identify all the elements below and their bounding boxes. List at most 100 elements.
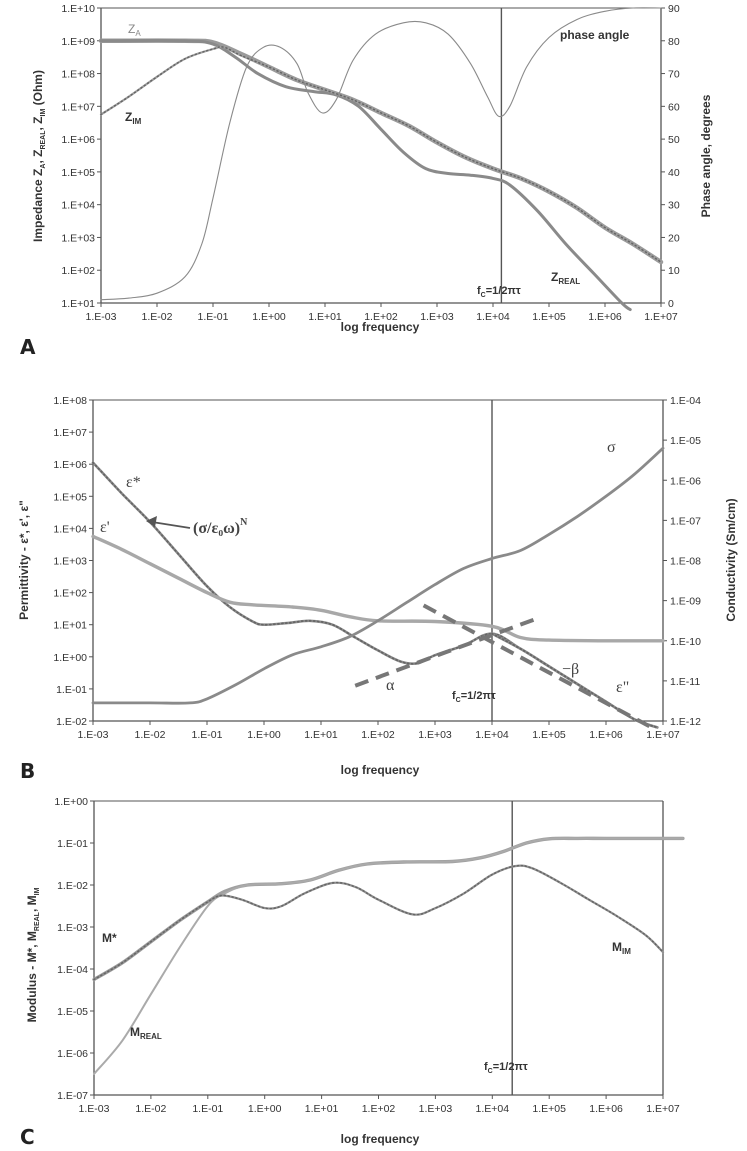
y-tick-label: 1.E+02 [53,588,87,600]
y-tick-label: 1.E-03 [57,922,88,934]
x-tick-label: 1.E-03 [78,729,109,741]
label-main: Z [551,270,558,284]
y-tick-label: 1.E+07 [53,427,87,439]
y-tick-label: 1.E-07 [57,1090,88,1102]
ylabel-part: , Z [31,116,45,130]
x-tick-label: 1.E+02 [364,311,398,323]
y2-tick-label: 60 [668,101,680,113]
y-tick-label: 1.E+04 [53,523,87,535]
label-fc-a: fC=1/2πτ [477,285,521,299]
panel-a-y-axis-label: Impedance ZA, ZREAL, ZIM (Ohm) [31,70,47,242]
x-tick-label: 1.E+03 [418,729,452,741]
x-tick-label: 1.E-02 [142,311,173,323]
ylabel-sub: REAL [40,130,47,150]
y-tick-label: 1.E-01 [56,684,87,696]
y-tick-label: 1.E+03 [53,556,87,568]
y-tick-label: 1.E+08 [53,395,87,407]
series-alpha-fit-line [354,616,539,688]
y2-tick-label: 1.E-04 [670,395,701,407]
y2-tick-label: 1.E-09 [670,596,701,608]
panel-a-x-axis-label: log frequency [341,320,420,334]
panel-b-y2-axis-label: Conductivity (Sm/cm) [724,498,738,621]
panel-c-y-axis-label: Modulus - M*, MREAL, MIM [25,887,41,1022]
x-tick-label: 1.E+07 [646,729,680,741]
x-tick-label: 1.E+00 [252,311,286,323]
x-tick-label: 1.E+03 [420,311,454,323]
x-tick-label: 1.E+02 [361,729,395,741]
y2-tick-label: 0 [668,298,674,310]
y-tick-label: 1.E+02 [61,265,95,277]
series-z-real-line [99,39,632,312]
y-tick-label: 1.E+05 [53,491,87,503]
panel-a-y2-axis-label: Phase angle, degrees [699,94,713,217]
y-tick-label: 1.E+08 [61,69,95,81]
y2-tick-label: 90 [668,3,680,15]
panel-a-chart: 1.E-03 1.E-02 1.E-01 1.E+00 1.E+01 1.E+02 1.E+… [20,3,713,359]
x-tick-label: 1.E+04 [476,1103,510,1115]
x-tick-label: 1.E+00 [247,729,281,741]
x-tick-label: 1.E-01 [192,729,223,741]
series-curve-line [490,632,659,729]
label-main: (σ/ε₀ω) [193,520,240,537]
x-tick-label: 1.E+00 [248,1103,282,1115]
series-curve-line [91,461,659,729]
y-tick-label: 1.E+09 [61,36,95,48]
label-eps-prime: ε' [100,519,110,536]
panel-c-x-axis-label: log frequency [341,1132,420,1146]
x-tick-label: 1.E-02 [135,729,166,741]
label-sub: C [488,1068,493,1075]
y2-tick-label: 1.E-08 [670,556,701,568]
label-fc-b: fC=1/2πτ [452,690,496,704]
panel-b-x-axis-label: log frequency [341,763,420,777]
label-zim: ZIM [125,110,142,126]
series-markers [100,46,662,263]
label-sub: C [481,292,486,299]
panel-a-axes: 1.E-03 1.E-02 1.E-01 1.E+00 1.E+01 1.E+02 1.E+… [61,3,679,323]
x-tick-label: 1.E+06 [589,729,623,741]
y-tick-label: 1.E+07 [61,101,95,113]
x-tick-label: 1.E-01 [198,311,229,323]
y-tick-label: 1.E+03 [61,232,95,244]
series-m-line [92,836,685,982]
x-tick-label: 1.E-02 [135,1103,166,1115]
label-rest: =1/2πτ [493,1061,528,1073]
panel-a-curves [98,7,664,312]
panel-c-axes: 1.E-03 1.E-02 1.E-01 1.E+00 1.E+01 1.E+02 1.E+… [54,796,680,1115]
label-rest: =1/2πτ [461,690,496,702]
label-eps-dblprime: ε" [616,679,629,696]
panel-b-axes: 1.E-03 1.E-02 1.E-01 1.E+00 1.E+01 1.E+02 1.E+… [53,395,701,741]
series-markers [93,864,664,981]
ylabel-sub: A [40,164,47,169]
y-tick-label: 1.E-01 [57,838,88,850]
y2-tick-label: 50 [668,134,680,146]
x-tick-label: 1.E+05 [532,729,566,741]
panel-a-letter: A [20,335,36,359]
x-tick-label: 1.E+01 [304,729,338,741]
ylabel-part: , M [25,895,39,912]
y-tick-label: 1.E-06 [57,1048,88,1060]
x-tick-label: 1.E+02 [362,1103,396,1115]
x-tick-label: 1.E+01 [305,1103,339,1115]
y2-tick-label: 1.E-06 [670,475,701,487]
panel-b-y-axis-label: Permittivity - ε*, ε', ε" [17,500,31,620]
y2-tick-label: 30 [668,200,680,212]
label-sub: REAL [140,1032,162,1041]
y2-tick-label: 40 [668,167,680,179]
series-m-real-line [93,837,684,1075]
label-fc-c: fC=1/2πτ [484,1061,528,1075]
y-tick-label: 1.E-05 [57,1006,88,1018]
x-tick-label: 1.E+04 [476,311,510,323]
ylabel-part: Impedance Z [31,169,45,242]
y-tick-label: 1.E-02 [56,716,87,728]
x-tick-label: 1.E+06 [589,1103,623,1115]
label-beta: −β [562,661,579,678]
y2-tick-label: 20 [668,232,680,244]
y-tick-label: 1.E+01 [53,620,87,632]
label-sub: IM [622,947,631,956]
label-main: f [484,1061,488,1073]
label-sub: C [456,697,461,704]
label-main: M [130,1025,140,1039]
x-tick-label: 1.E-01 [192,1103,223,1115]
label-za: ZA [128,22,141,38]
